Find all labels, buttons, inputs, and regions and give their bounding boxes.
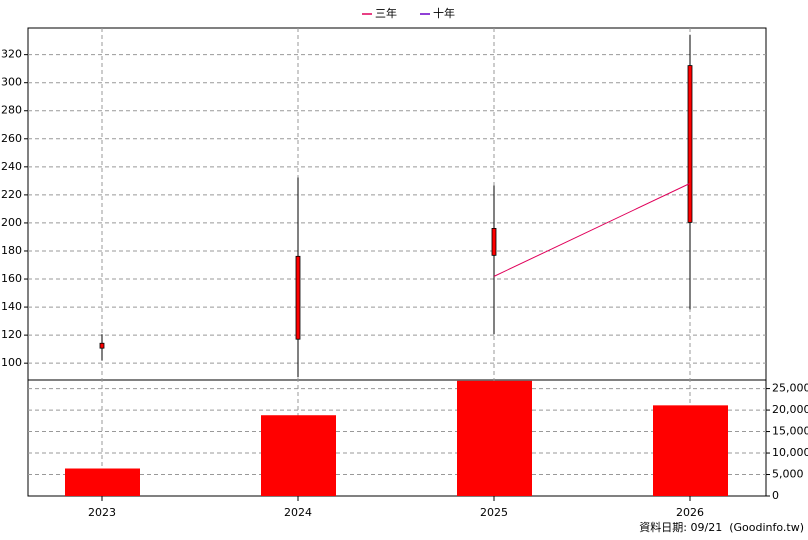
candle-body xyxy=(295,255,301,340)
y-tick-label: 100 xyxy=(1,356,22,369)
footer: 資料日期: 09/21 (Goodinfo.tw) xyxy=(639,520,804,534)
x-tick-label: 2026 xyxy=(676,506,704,519)
legend-label: 三年 xyxy=(375,6,397,20)
y-tick-label: 220 xyxy=(1,188,22,201)
price-panel xyxy=(27,27,767,381)
y-tick-label: 240 xyxy=(1,160,22,173)
volume-bar xyxy=(653,405,728,496)
volume-bar xyxy=(261,415,336,496)
y2-tick-label: 15,000 xyxy=(772,425,808,438)
volume-bar xyxy=(65,468,140,496)
x-tick-label: 2025 xyxy=(480,506,508,519)
y-tick-label: 120 xyxy=(1,328,22,341)
candle-body xyxy=(687,65,693,223)
y2-tick-label: 25,000 xyxy=(772,382,808,395)
y-tick-label: 320 xyxy=(1,48,22,61)
y-tick-label: 140 xyxy=(1,300,22,313)
legend-label: 十年 xyxy=(433,6,455,20)
y2-tick-label: 20,000 xyxy=(772,403,808,416)
y2-tick-label: 0 xyxy=(772,489,779,502)
volume-panel xyxy=(27,379,767,497)
y-tick-label: 280 xyxy=(1,104,22,117)
x-tick-label: 2023 xyxy=(88,506,116,519)
y2-tick-label: 5,000 xyxy=(772,468,804,481)
volume-bar xyxy=(457,380,532,496)
y-tick-label: 260 xyxy=(1,132,22,145)
ma-line xyxy=(493,182,691,277)
y-tick-label: 180 xyxy=(1,244,22,257)
x-tick-label: 2024 xyxy=(284,506,312,519)
y2-tick-label: 10,000 xyxy=(772,446,808,459)
y-tick-label: 160 xyxy=(1,272,22,285)
candle-body xyxy=(491,228,497,256)
y-tick-label: 300 xyxy=(1,76,22,89)
candle-body xyxy=(99,342,105,349)
y-tick-label: 200 xyxy=(1,216,22,229)
